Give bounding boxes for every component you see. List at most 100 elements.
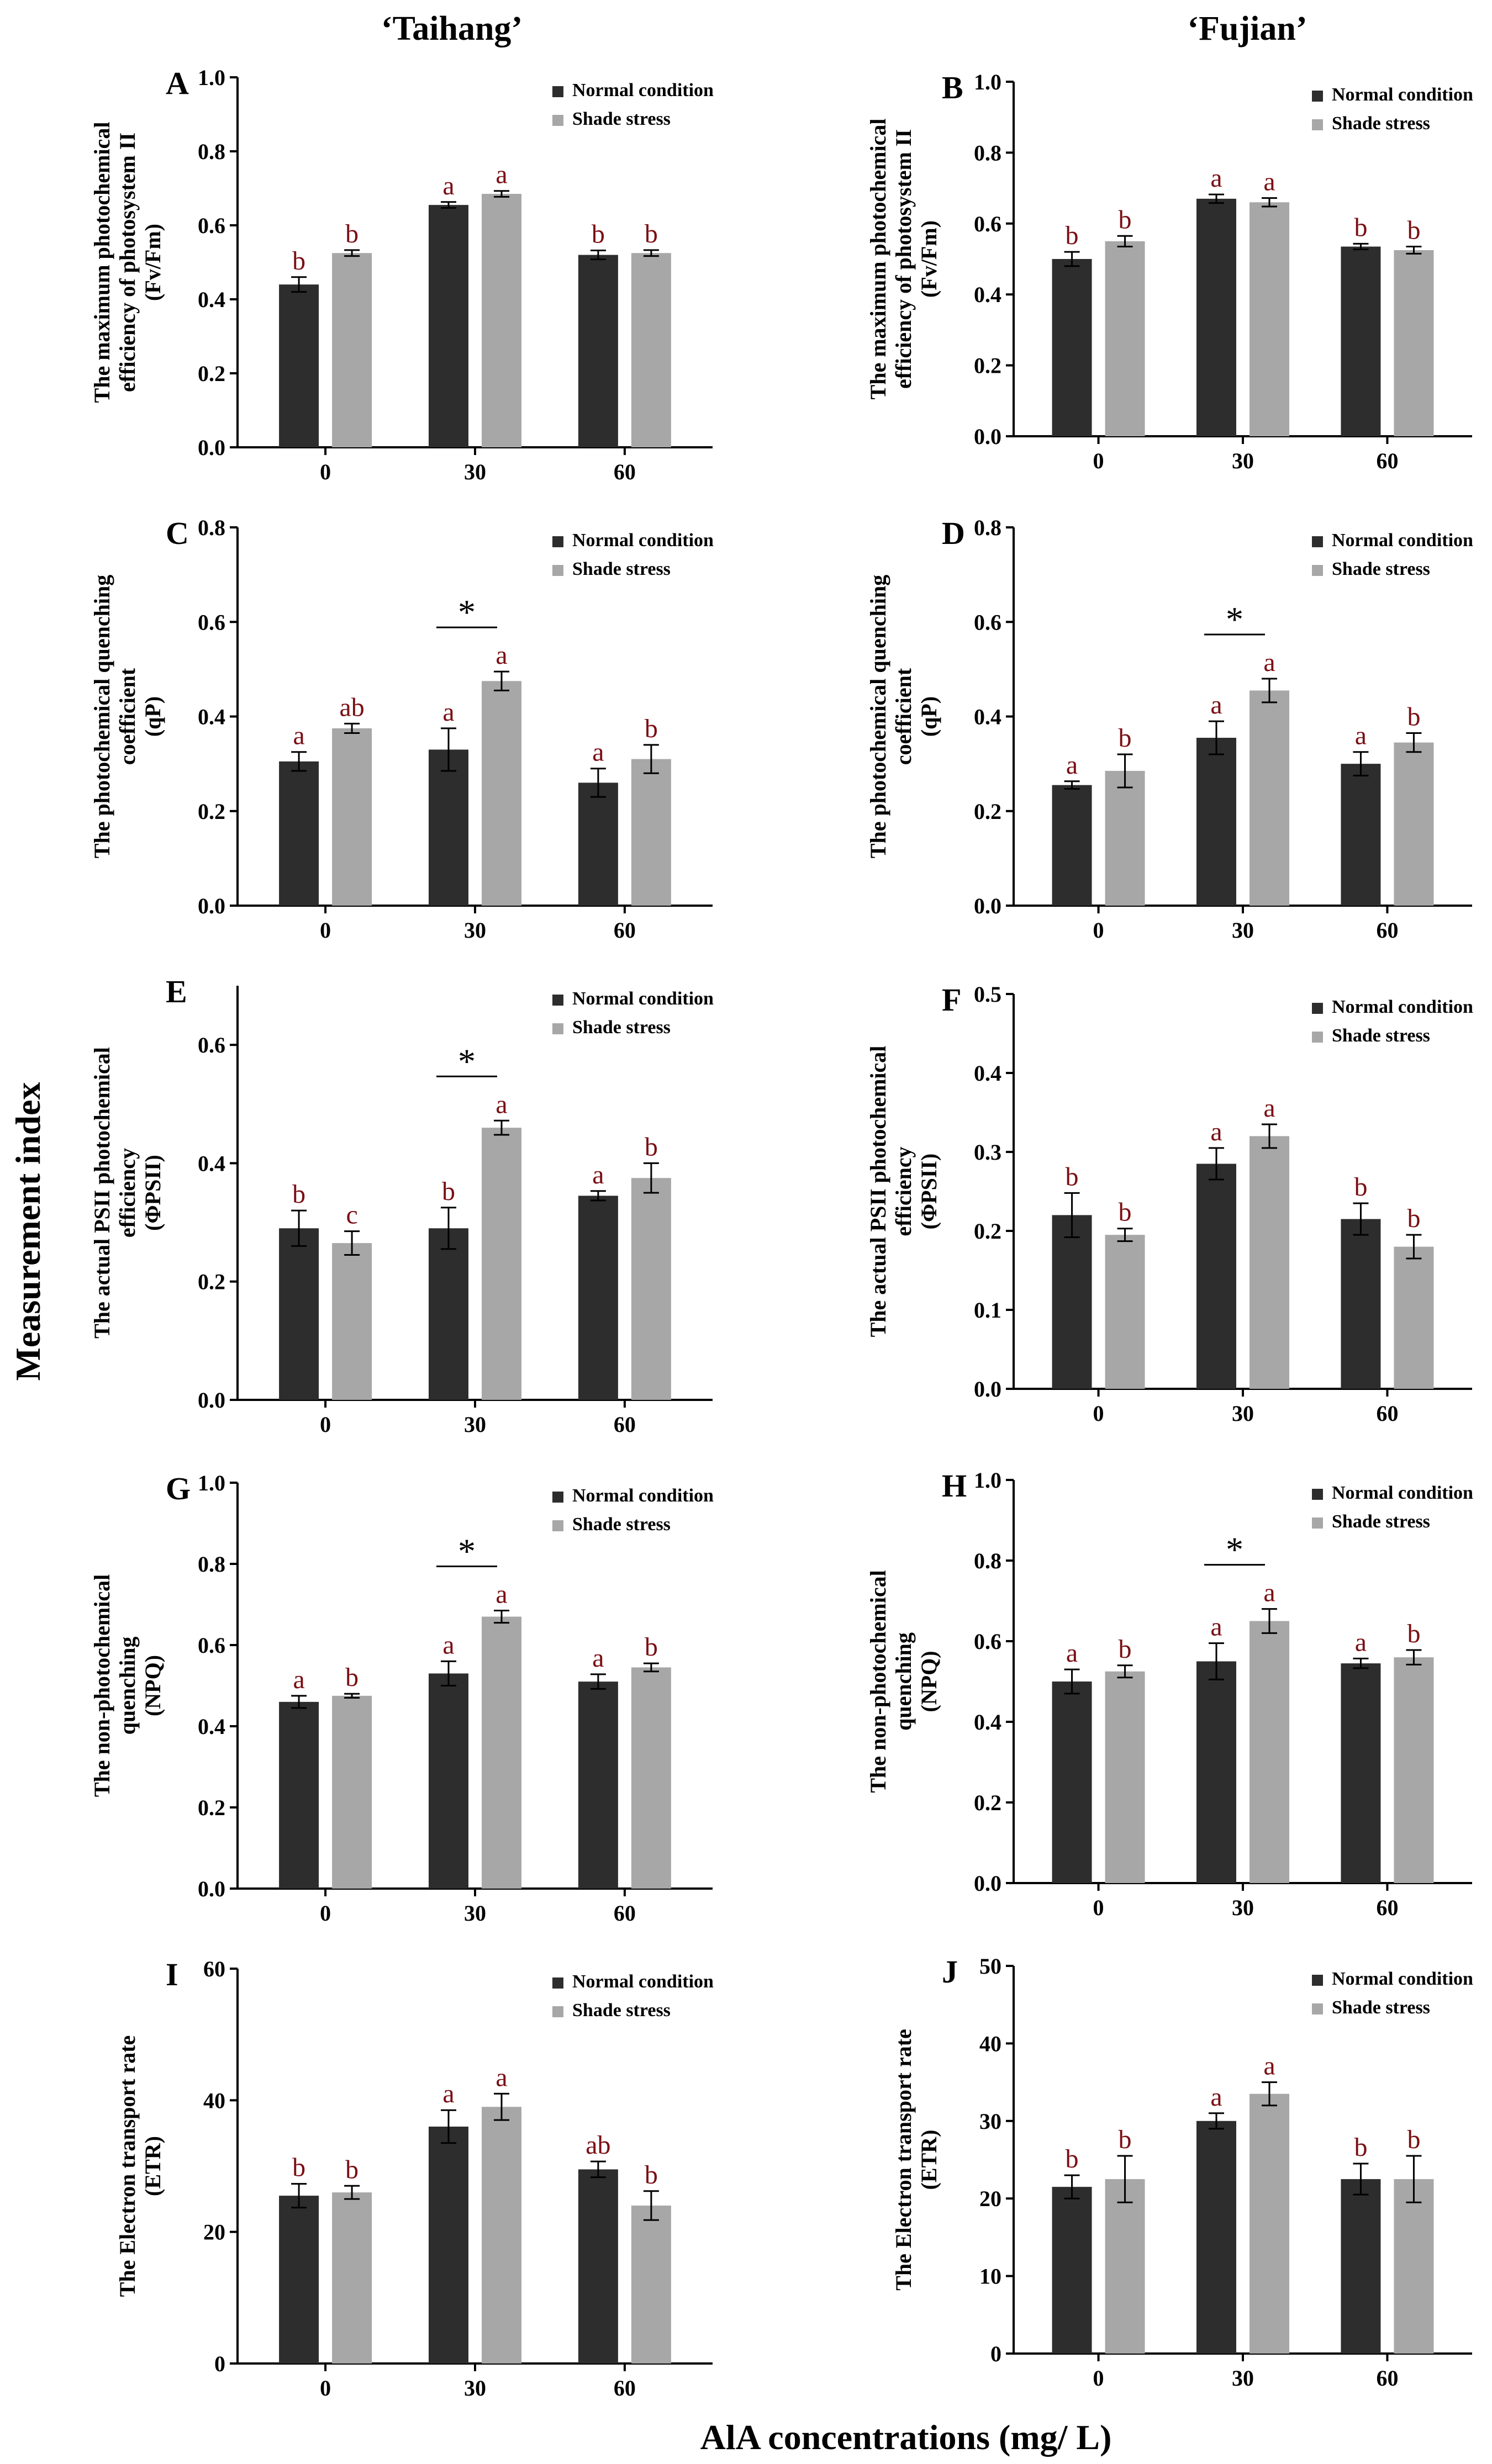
y-tick-label-h: 0.4 <box>974 1710 1001 1735</box>
bar-h-shade-30 <box>1250 1621 1289 1883</box>
significance-letter-h: a <box>1355 1627 1367 1657</box>
significance-star-d: * <box>1226 600 1243 639</box>
x-tick-label-i: 30 <box>464 2376 486 2400</box>
panel-letter-g: G <box>166 1471 191 1506</box>
x-tick-label-g: 0 <box>320 1901 331 1926</box>
x-tick-label-j: 0 <box>1093 2366 1104 2391</box>
y-axis-label-i: The Electron transport rate <box>115 2035 140 2297</box>
y-tick-label-e: 0.2 <box>198 1270 225 1294</box>
y-tick-label-a: 0.0 <box>198 435 225 460</box>
significance-letter-i: b <box>645 2160 658 2190</box>
significance-letter-f: a <box>1263 1093 1275 1123</box>
y-axis-label-g: (NPQ) <box>140 1655 165 1716</box>
legend-label-a: Shade stress <box>572 109 671 129</box>
legend-swatch-j <box>1312 2003 1323 2014</box>
x-tick-label-j: 60 <box>1376 2366 1398 2391</box>
y-tick-label-g: 0.0 <box>198 1876 225 1901</box>
significance-star-g: * <box>458 1532 476 1571</box>
legend-swatch-e <box>552 995 563 1006</box>
significance-letter-c: a <box>442 697 454 727</box>
legend-swatch-h <box>1312 1517 1323 1529</box>
significance-letter-g: b <box>645 1632 658 1662</box>
bar-j-shade-0 <box>1105 2179 1145 2354</box>
x-tick-label-a: 60 <box>614 459 636 484</box>
x-tick-label-c: 30 <box>464 918 486 943</box>
significance-letter-g: a <box>442 1630 454 1659</box>
bar-f-normal-0 <box>1052 1215 1092 1389</box>
significance-star-e: * <box>458 1041 476 1081</box>
y-tick-label-f: 0.1 <box>974 1298 1001 1323</box>
significance-letter-c: b <box>645 714 658 743</box>
y-axis-label-f: efficiency <box>891 1146 916 1236</box>
y-tick-label-i: 20 <box>203 2220 225 2245</box>
legend-swatch-a <box>552 115 563 126</box>
significance-letter-a: a <box>442 171 454 200</box>
y-tick-label-e: 0.6 <box>198 1033 225 1057</box>
significance-letter-f: b <box>1407 1204 1420 1233</box>
bar-f-shade-60 <box>1394 1246 1434 1389</box>
y-axis-label-h: (NPQ) <box>916 1651 941 1712</box>
significance-letter-g: a <box>592 1643 604 1673</box>
significance-letter-d: a <box>1355 721 1367 750</box>
significance-letter-j: b <box>1119 2125 1132 2154</box>
y-tick-label-g: 0.2 <box>198 1795 225 1820</box>
x-tick-label-d: 30 <box>1232 918 1254 943</box>
bar-j-shade-60 <box>1394 2179 1434 2354</box>
significance-letter-b: a <box>1263 167 1275 197</box>
significance-letter-i: a <box>442 2079 454 2108</box>
y-tick-label-j: 40 <box>979 2031 1001 2056</box>
y-tick-label-f: 0.5 <box>974 982 1001 1007</box>
panel-g: G 0.0 0.2 0.4 0.6 0.8 1.0 0 30 60 The non-photoche… <box>89 1471 714 1926</box>
bar-e-normal-30 <box>429 1228 468 1400</box>
x-tick-label-d: 60 <box>1376 918 1398 943</box>
bar-f-normal-30 <box>1196 1164 1236 1389</box>
y-tick-label-h: 0.6 <box>974 1629 1001 1654</box>
bar-i-normal-60 <box>578 2169 618 2363</box>
legend-swatch-g <box>552 1492 563 1503</box>
legend-swatch-d <box>1312 565 1323 576</box>
y-tick-label-c: 0.4 <box>198 705 225 729</box>
y-tick-label-f: 0.3 <box>974 1140 1001 1165</box>
x-tick-label-b: 0 <box>1093 448 1104 473</box>
significance-letter-i: a <box>495 2063 507 2092</box>
column-title-fujian: ‘Fujian’ <box>1188 10 1308 47</box>
significance-letter-e: b <box>292 1180 305 1209</box>
y-tick-label-i: 60 <box>203 1957 225 1981</box>
bar-a-normal-0 <box>279 284 319 447</box>
legend-label-i: Shade stress <box>572 2000 671 2021</box>
y-axis-label-e: The actual PSII photochemical <box>89 1047 114 1339</box>
y-tick-label-b: 0.8 <box>974 140 1001 165</box>
bar-d-shade-0 <box>1105 770 1145 906</box>
bar-i-normal-30 <box>429 2127 468 2363</box>
bar-d-shade-30 <box>1250 690 1289 906</box>
global-x-label: AlA concentrations (mg/ L) <box>700 2418 1112 2457</box>
y-axis-label-g: quenching <box>115 1637 140 1735</box>
y-tick-label-d: 0.0 <box>974 893 1001 918</box>
significance-letter-c: a <box>592 738 604 767</box>
significance-letter-d: a <box>1210 690 1222 720</box>
significance-letter-i: b <box>292 2153 305 2182</box>
significance-letter-e: a <box>495 1090 507 1119</box>
legend-swatch-j <box>1312 1975 1323 1986</box>
panel-letter-f: F <box>942 982 961 1018</box>
y-tick-label-h: 0.0 <box>974 1871 1001 1896</box>
y-axis-label-b: efficiency of photosystem II <box>891 129 916 389</box>
bar-c-shade-60 <box>631 759 671 906</box>
y-tick-label-f: 0.0 <box>974 1377 1001 1402</box>
bar-c-normal-60 <box>578 782 618 906</box>
significance-letter-g: a <box>293 1665 304 1694</box>
significance-star-c: * <box>458 593 476 632</box>
significance-letter-f: b <box>1354 1172 1367 1202</box>
x-tick-label-b: 30 <box>1232 448 1254 473</box>
panel-letter-c: C <box>166 515 189 551</box>
legend-swatch-c <box>552 565 563 576</box>
significance-letter-b: b <box>1354 213 1367 242</box>
x-tick-label-b: 60 <box>1376 448 1398 473</box>
bar-c-normal-30 <box>429 749 468 906</box>
bar-c-normal-0 <box>279 761 319 906</box>
bar-d-normal-60 <box>1341 764 1381 906</box>
bar-i-normal-0 <box>279 2196 319 2363</box>
legend-swatch-a <box>552 86 563 97</box>
y-tick-label-h: 0.2 <box>974 1790 1001 1815</box>
bar-b-shade-60 <box>1394 250 1434 436</box>
